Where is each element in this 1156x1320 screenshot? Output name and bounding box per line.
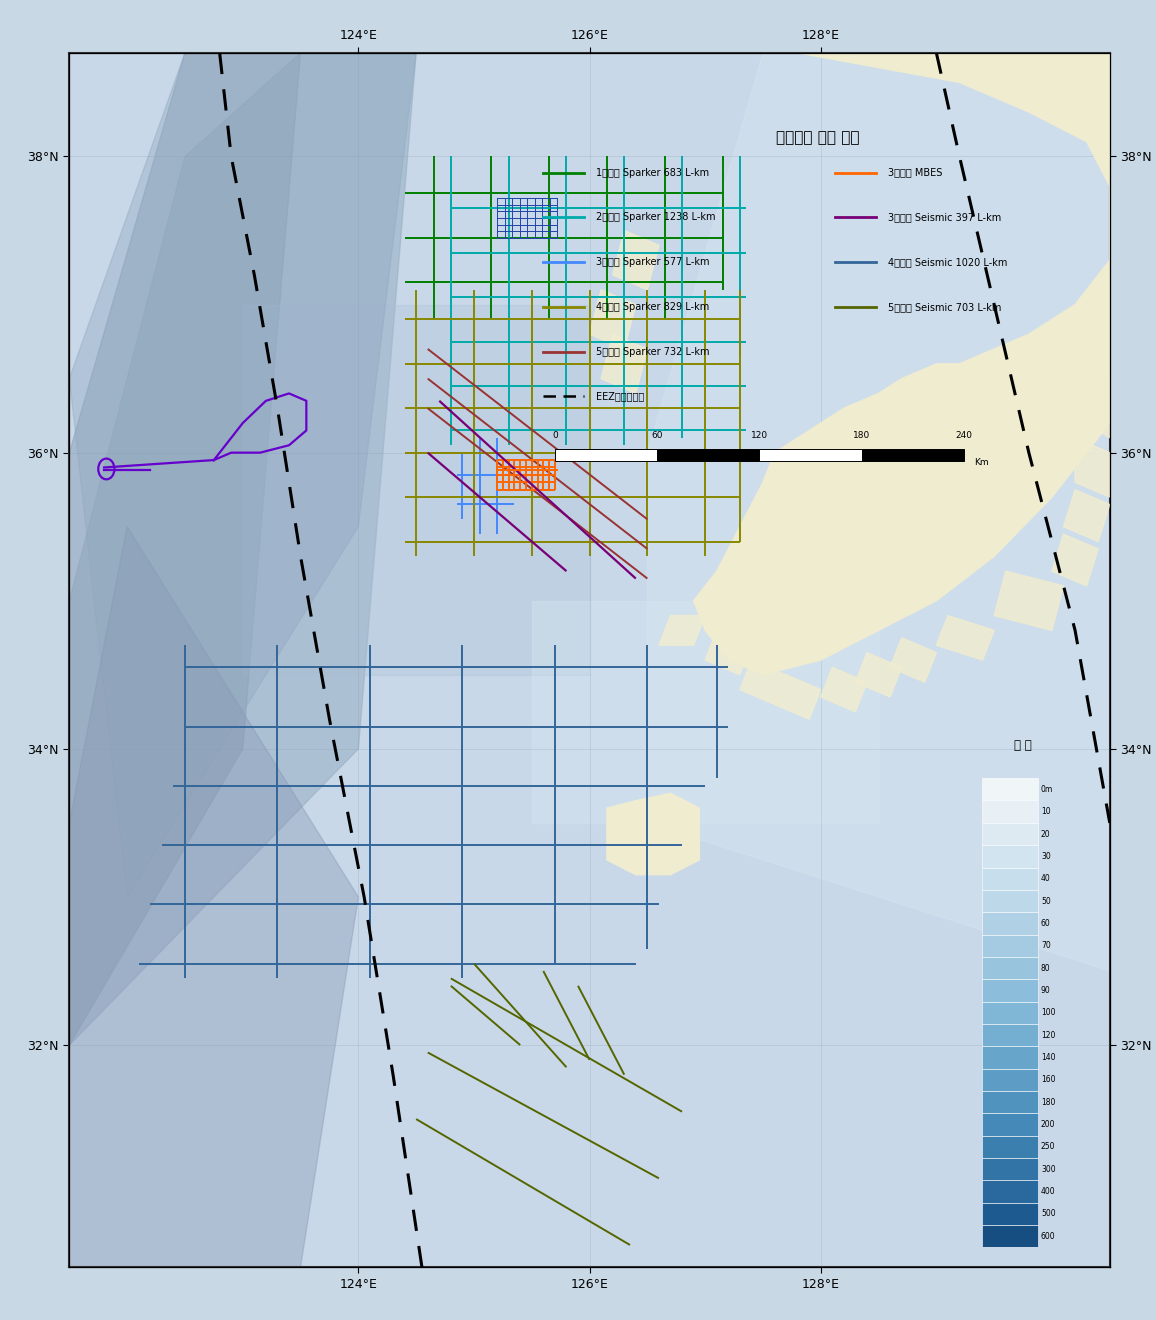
Text: 3차년도 Sparker 577 L-km: 3차년도 Sparker 577 L-km <box>596 257 710 267</box>
Text: 0: 0 <box>553 430 558 440</box>
Bar <box>981 957 1038 979</box>
Polygon shape <box>590 290 636 348</box>
Polygon shape <box>890 638 936 682</box>
Bar <box>981 1047 1038 1069</box>
Polygon shape <box>243 305 590 675</box>
Text: 30: 30 <box>1040 851 1051 861</box>
Polygon shape <box>705 631 751 675</box>
Text: 180: 180 <box>1040 1098 1055 1106</box>
Text: EEZ가상경계선: EEZ가상경계선 <box>596 392 644 401</box>
Polygon shape <box>647 53 1110 675</box>
Text: 0m: 0m <box>1040 785 1053 793</box>
Text: 5차년도 Seismic 703 L-km: 5차년도 Seismic 703 L-km <box>888 302 1001 312</box>
Text: 4차년도 Seismic 1020 L-km: 4차년도 Seismic 1020 L-km <box>888 257 1007 267</box>
Polygon shape <box>855 652 902 697</box>
Text: 10: 10 <box>1040 807 1051 816</box>
Text: 500: 500 <box>1040 1209 1055 1218</box>
Polygon shape <box>69 53 1110 1267</box>
Text: 250: 250 <box>1040 1142 1055 1151</box>
Bar <box>981 935 1038 957</box>
Text: 400: 400 <box>1040 1187 1055 1196</box>
Polygon shape <box>821 668 867 711</box>
Polygon shape <box>1064 490 1110 541</box>
Polygon shape <box>69 527 358 1267</box>
Text: 5차년도 Sparker 732 L-km: 5차년도 Sparker 732 L-km <box>596 347 710 356</box>
Bar <box>981 890 1038 912</box>
Text: 1차년도 Sparker 683 L-km: 1차년도 Sparker 683 L-km <box>596 168 709 178</box>
Text: 180: 180 <box>853 430 870 440</box>
Text: 50: 50 <box>1040 896 1051 906</box>
Text: 60: 60 <box>1040 919 1051 928</box>
Bar <box>981 1225 1038 1247</box>
Text: 수 심: 수 심 <box>1014 739 1031 752</box>
Bar <box>981 1180 1038 1203</box>
Bar <box>981 777 1038 800</box>
Bar <box>981 1135 1038 1158</box>
Bar <box>981 1024 1038 1047</box>
Text: 300: 300 <box>1040 1164 1055 1173</box>
Bar <box>555 449 658 461</box>
Bar <box>981 1113 1038 1135</box>
Bar <box>981 1090 1038 1113</box>
Polygon shape <box>1052 535 1098 586</box>
Text: 240: 240 <box>955 430 972 440</box>
Text: 20: 20 <box>1040 829 1051 838</box>
Polygon shape <box>775 675 821 719</box>
Text: Km: Km <box>975 458 988 467</box>
Bar <box>981 800 1038 822</box>
Bar <box>861 449 964 461</box>
Bar <box>981 1203 1038 1225</box>
Polygon shape <box>69 53 301 1045</box>
Text: 600: 600 <box>1040 1232 1055 1241</box>
Bar <box>981 979 1038 1002</box>
Polygon shape <box>532 601 879 822</box>
Polygon shape <box>1087 364 1110 438</box>
Polygon shape <box>936 615 994 660</box>
Bar <box>981 912 1038 935</box>
Bar <box>981 867 1038 890</box>
Polygon shape <box>69 53 416 898</box>
Text: 2차년도 Sparker 1238 L-km: 2차년도 Sparker 1238 L-km <box>596 213 716 222</box>
Text: 40: 40 <box>1040 874 1051 883</box>
Bar <box>981 1069 1038 1090</box>
Text: 70: 70 <box>1040 941 1051 950</box>
Polygon shape <box>647 53 1110 972</box>
Polygon shape <box>740 660 786 705</box>
Polygon shape <box>607 793 699 875</box>
Text: 4차년도 Sparker 829 L-km: 4차년도 Sparker 829 L-km <box>596 302 710 312</box>
Bar <box>981 822 1038 845</box>
Polygon shape <box>69 53 416 1045</box>
Text: 지구물리 탐사 현황: 지구물리 탐사 현황 <box>776 129 860 145</box>
Polygon shape <box>613 231 659 290</box>
Text: 120: 120 <box>751 430 768 440</box>
Text: 80: 80 <box>1040 964 1051 973</box>
Polygon shape <box>659 615 705 645</box>
Text: 3차년도 Seismic 397 L-km: 3차년도 Seismic 397 L-km <box>888 213 1001 222</box>
Bar <box>658 449 759 461</box>
Bar <box>759 449 861 461</box>
Bar <box>981 1158 1038 1180</box>
Bar <box>981 845 1038 867</box>
Text: 140: 140 <box>1040 1053 1055 1063</box>
Text: 100: 100 <box>1040 1008 1055 1018</box>
Text: 90: 90 <box>1040 986 1051 995</box>
Text: 60: 60 <box>652 430 664 440</box>
Polygon shape <box>994 572 1064 631</box>
Text: 120: 120 <box>1040 1031 1055 1040</box>
Polygon shape <box>1075 438 1110 498</box>
Bar <box>981 1002 1038 1024</box>
Text: 3차년도 MBES: 3차년도 MBES <box>888 168 942 178</box>
Text: 160: 160 <box>1040 1076 1055 1084</box>
Text: 200: 200 <box>1040 1119 1055 1129</box>
Polygon shape <box>601 334 647 393</box>
